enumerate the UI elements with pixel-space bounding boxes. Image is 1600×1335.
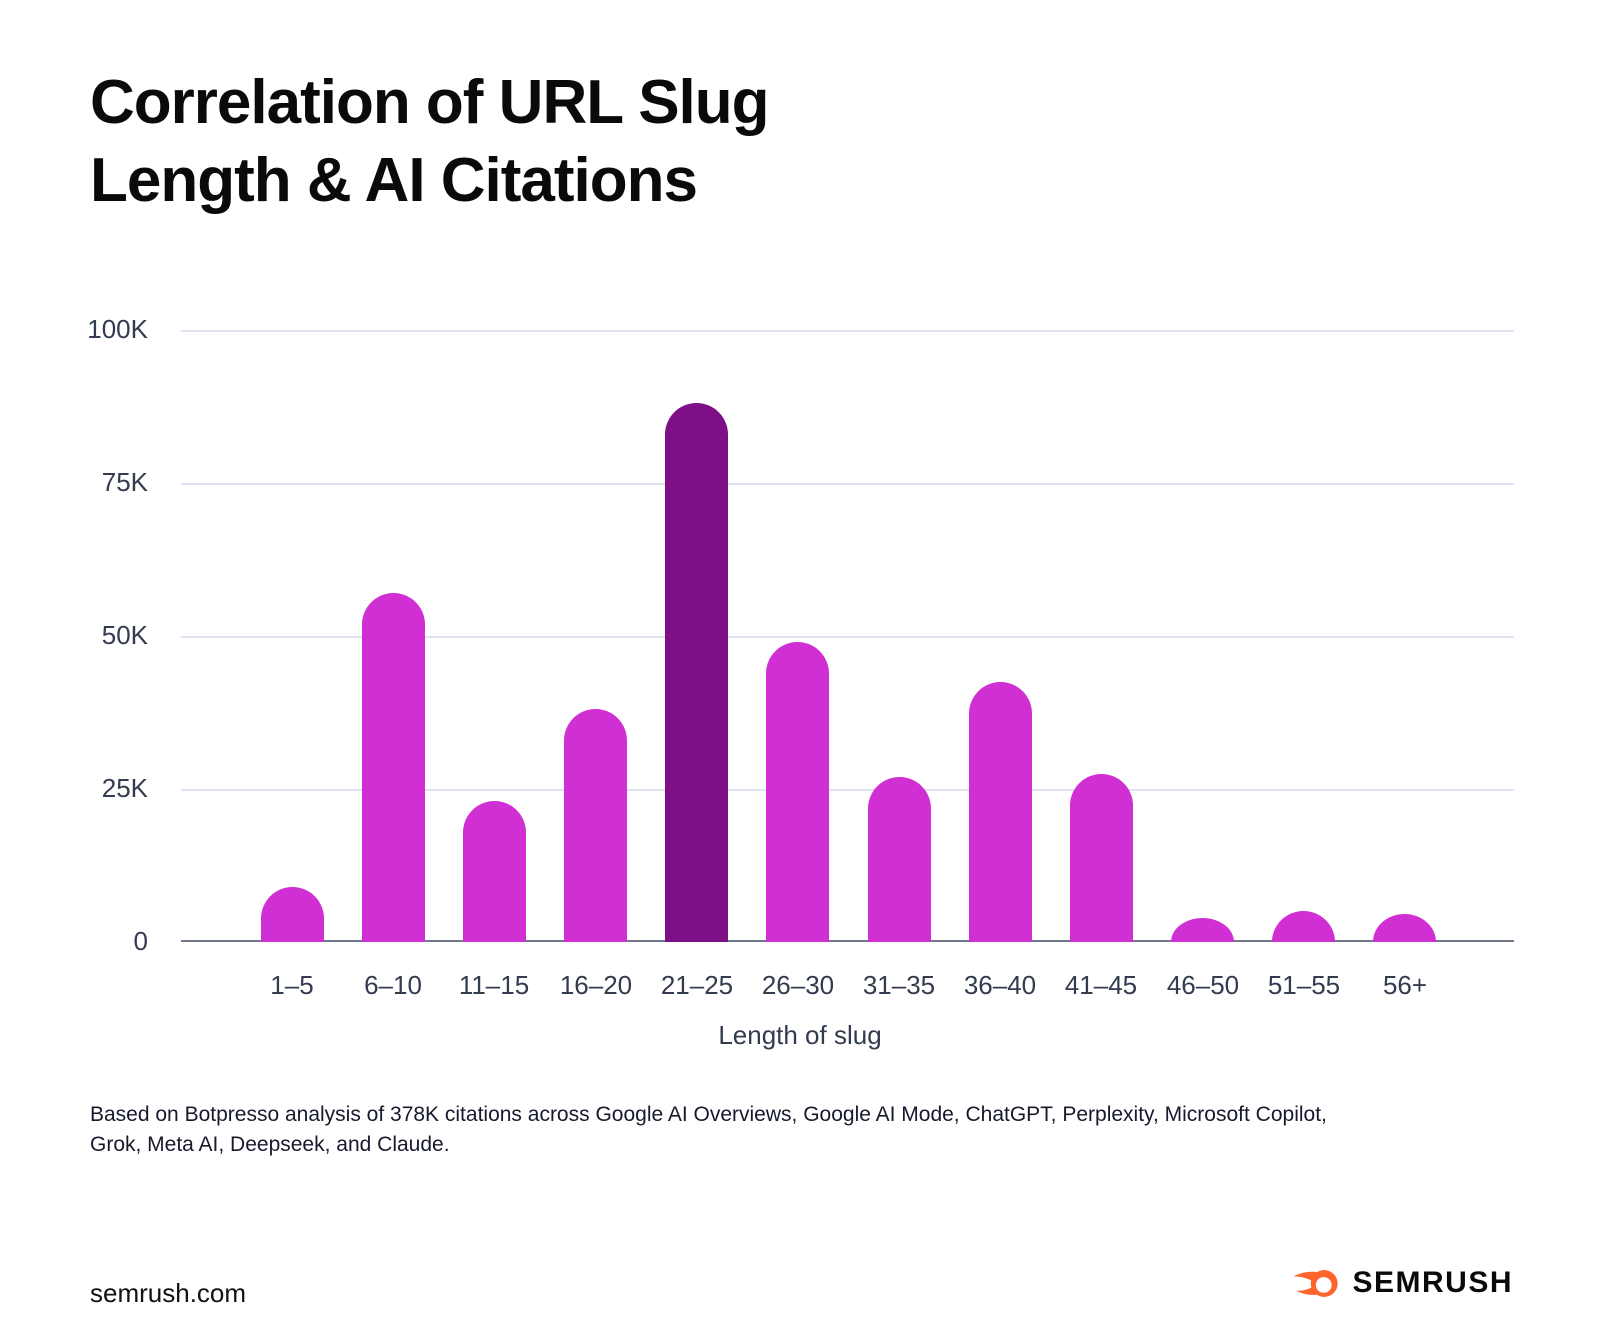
semrush-brand-lockup: SEMRUSH	[1293, 1266, 1513, 1300]
y-tick-label: 50K	[101, 620, 148, 650]
bar-6-10	[362, 593, 425, 942]
footer-site-url: semrush.com	[90, 1278, 247, 1308]
x-tick-label: 6–10	[364, 970, 422, 1000]
x-tick-label: 11–15	[458, 970, 530, 1000]
x-tick-label: 26–30	[761, 970, 835, 1000]
bar-21-25	[665, 403, 728, 942]
x-axis-title: Length of slug	[718, 1020, 882, 1050]
page-title: Correlation of URL Slug Length & AI Cita…	[90, 68, 770, 215]
y-tick-label: 25K	[101, 773, 148, 803]
x-tick-label: 46–50	[1166, 970, 1240, 1000]
x-tick-label: 56+	[1382, 970, 1428, 1000]
x-tick-label: 41–45	[1064, 970, 1138, 1000]
bar-26-30	[766, 642, 829, 942]
bar-16-20	[564, 709, 627, 942]
x-tick-label: 36–40	[963, 970, 1037, 1000]
y-tick-label: 0	[133, 926, 148, 956]
bar-31-35	[868, 777, 931, 942]
bar-56+	[1373, 914, 1436, 942]
x-tick-label: 16–20	[559, 970, 633, 1000]
x-tick-label: 1–5	[270, 970, 314, 1000]
bar-36-40	[969, 682, 1032, 942]
bar-11-15	[463, 801, 526, 942]
x-tick-label: 31–35	[862, 970, 936, 1000]
x-tick-label: 21–25	[660, 970, 734, 1000]
source-footnote: Based on Botpresso analysis of 378K cita…	[90, 1103, 1327, 1156]
plot-area	[181, 330, 1514, 942]
bar-41-45	[1070, 774, 1133, 942]
semrush-wordmark: SEMRUSH	[1352, 1266, 1513, 1299]
gridline-50k	[181, 636, 1514, 638]
bar-1-5	[261, 887, 324, 942]
gridline-75k	[181, 483, 1514, 485]
y-tick-label: 100K	[87, 314, 148, 344]
bar-51-55	[1272, 911, 1335, 942]
gridline-25k	[181, 789, 1514, 791]
gridline-100k	[181, 330, 1514, 332]
y-tick-label: 75K	[101, 467, 148, 497]
semrush-fireball-icon	[1293, 1268, 1341, 1299]
bar-46-50	[1171, 918, 1234, 942]
x-axis-line	[181, 940, 1514, 942]
x-tick-label: 51–55	[1267, 970, 1341, 1000]
